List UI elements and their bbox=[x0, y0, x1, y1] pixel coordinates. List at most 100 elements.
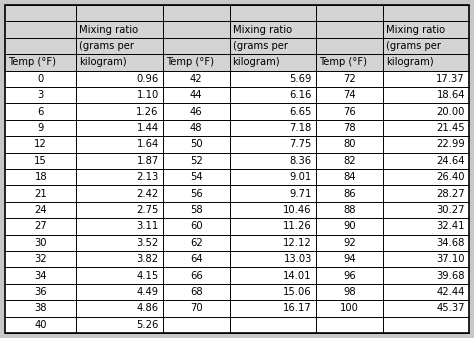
Text: 44: 44 bbox=[190, 90, 202, 100]
Bar bbox=[5, 103, 469, 120]
Text: 80: 80 bbox=[343, 139, 356, 149]
Text: 54: 54 bbox=[190, 172, 202, 182]
Text: 9.01: 9.01 bbox=[290, 172, 312, 182]
Text: 1.10: 1.10 bbox=[137, 90, 159, 100]
Text: 21.45: 21.45 bbox=[437, 123, 465, 133]
Text: kilogram): kilogram) bbox=[386, 57, 433, 67]
Text: 7.18: 7.18 bbox=[290, 123, 312, 133]
Text: 1.87: 1.87 bbox=[137, 156, 159, 166]
Text: 18.64: 18.64 bbox=[437, 90, 465, 100]
Text: 1.44: 1.44 bbox=[137, 123, 159, 133]
Text: 6.65: 6.65 bbox=[290, 106, 312, 117]
Bar bbox=[5, 251, 469, 267]
Text: kilogram): kilogram) bbox=[79, 57, 127, 67]
Text: 13.03: 13.03 bbox=[283, 254, 312, 264]
Text: (grams per: (grams per bbox=[233, 41, 288, 51]
Text: 90: 90 bbox=[343, 221, 356, 232]
Text: (grams per: (grams per bbox=[386, 41, 441, 51]
Text: 8.36: 8.36 bbox=[290, 156, 312, 166]
Text: 50: 50 bbox=[190, 139, 202, 149]
Bar bbox=[5, 284, 469, 300]
Text: 56: 56 bbox=[190, 189, 202, 199]
Text: 62: 62 bbox=[190, 238, 202, 248]
Text: 12: 12 bbox=[34, 139, 47, 149]
Text: 6.16: 6.16 bbox=[290, 90, 312, 100]
Text: 98: 98 bbox=[343, 287, 356, 297]
Text: 52: 52 bbox=[190, 156, 202, 166]
Text: 46: 46 bbox=[190, 106, 202, 117]
Bar bbox=[5, 186, 469, 202]
Text: 39.68: 39.68 bbox=[437, 271, 465, 281]
Text: 15: 15 bbox=[34, 156, 47, 166]
Text: 88: 88 bbox=[343, 205, 356, 215]
Text: 3: 3 bbox=[37, 90, 44, 100]
Text: 28.27: 28.27 bbox=[437, 189, 465, 199]
Text: Temp (°F): Temp (°F) bbox=[8, 57, 56, 67]
Text: 70: 70 bbox=[190, 304, 202, 313]
Text: 37.10: 37.10 bbox=[437, 254, 465, 264]
Text: 84: 84 bbox=[343, 172, 356, 182]
Text: 2.13: 2.13 bbox=[137, 172, 159, 182]
Bar bbox=[5, 317, 469, 333]
Text: 24: 24 bbox=[35, 205, 47, 215]
Bar bbox=[5, 136, 469, 152]
Text: 12.12: 12.12 bbox=[283, 238, 312, 248]
Bar bbox=[5, 169, 469, 186]
Text: 32.41: 32.41 bbox=[437, 221, 465, 232]
Text: Mixing ratio: Mixing ratio bbox=[79, 25, 138, 34]
Text: 72: 72 bbox=[343, 74, 356, 84]
Text: 9: 9 bbox=[37, 123, 44, 133]
Text: 3.11: 3.11 bbox=[137, 221, 159, 232]
Text: 5.26: 5.26 bbox=[137, 320, 159, 330]
Text: 2.75: 2.75 bbox=[137, 205, 159, 215]
Text: 92: 92 bbox=[343, 238, 356, 248]
Text: 26.40: 26.40 bbox=[437, 172, 465, 182]
Text: 5.69: 5.69 bbox=[290, 74, 312, 84]
Text: 0: 0 bbox=[37, 74, 44, 84]
Bar bbox=[5, 71, 469, 87]
Text: 11.26: 11.26 bbox=[283, 221, 312, 232]
Text: 40: 40 bbox=[35, 320, 47, 330]
Text: 10.46: 10.46 bbox=[283, 205, 312, 215]
Text: 30.27: 30.27 bbox=[437, 205, 465, 215]
Text: 9.71: 9.71 bbox=[290, 189, 312, 199]
Text: 15.06: 15.06 bbox=[283, 287, 312, 297]
Bar bbox=[5, 152, 469, 169]
Text: 18: 18 bbox=[35, 172, 47, 182]
Text: 0.96: 0.96 bbox=[137, 74, 159, 84]
Text: 38: 38 bbox=[35, 304, 47, 313]
Text: 32: 32 bbox=[35, 254, 47, 264]
Text: 4.86: 4.86 bbox=[137, 304, 159, 313]
Text: 96: 96 bbox=[343, 271, 356, 281]
Text: 6: 6 bbox=[37, 106, 44, 117]
Bar bbox=[5, 5, 469, 71]
Bar bbox=[5, 267, 469, 284]
Text: 60: 60 bbox=[190, 221, 202, 232]
Bar bbox=[5, 120, 469, 136]
Text: (grams per: (grams per bbox=[79, 41, 135, 51]
Text: 34: 34 bbox=[35, 271, 47, 281]
Text: 2.42: 2.42 bbox=[137, 189, 159, 199]
Text: 58: 58 bbox=[190, 205, 202, 215]
Text: 4.49: 4.49 bbox=[137, 287, 159, 297]
Text: 21: 21 bbox=[34, 189, 47, 199]
Text: Temp (°F): Temp (°F) bbox=[319, 57, 367, 67]
Text: 94: 94 bbox=[343, 254, 356, 264]
Bar bbox=[5, 202, 469, 218]
Text: Temp (°F): Temp (°F) bbox=[166, 57, 214, 67]
Text: kilogram): kilogram) bbox=[233, 57, 280, 67]
Text: 3.82: 3.82 bbox=[137, 254, 159, 264]
Text: Mixing ratio: Mixing ratio bbox=[233, 25, 292, 34]
Text: 3.52: 3.52 bbox=[137, 238, 159, 248]
Text: 42: 42 bbox=[190, 74, 202, 84]
Text: 86: 86 bbox=[343, 189, 356, 199]
Text: 16.17: 16.17 bbox=[283, 304, 312, 313]
Text: 1.26: 1.26 bbox=[137, 106, 159, 117]
Text: 42.44: 42.44 bbox=[437, 287, 465, 297]
Text: 20.00: 20.00 bbox=[437, 106, 465, 117]
Text: Mixing ratio: Mixing ratio bbox=[386, 25, 445, 34]
Text: 68: 68 bbox=[190, 287, 202, 297]
Bar bbox=[5, 218, 469, 235]
Text: 76: 76 bbox=[343, 106, 356, 117]
Text: 78: 78 bbox=[343, 123, 356, 133]
